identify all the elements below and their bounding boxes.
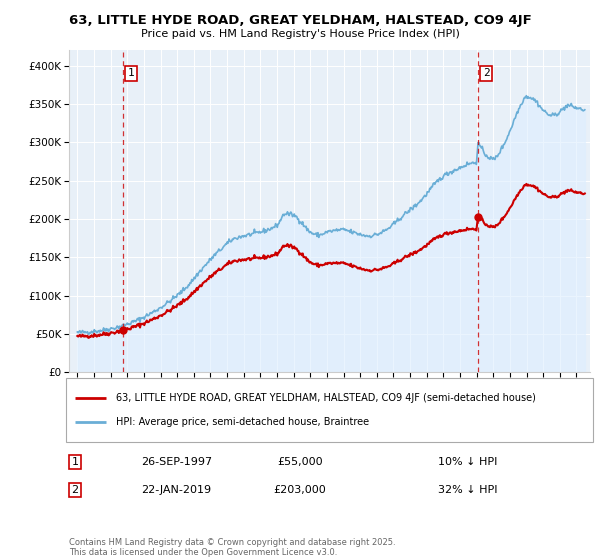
Text: Contains HM Land Registry data © Crown copyright and database right 2025.
This d: Contains HM Land Registry data © Crown c… [69,538,395,557]
Text: 32% ↓ HPI: 32% ↓ HPI [438,485,497,495]
Text: 2: 2 [71,485,79,495]
Text: 1: 1 [71,457,79,467]
Text: 26-SEP-1997: 26-SEP-1997 [141,457,212,467]
Text: 22-JAN-2019: 22-JAN-2019 [141,485,211,495]
Text: 63, LITTLE HYDE ROAD, GREAT YELDHAM, HALSTEAD, CO9 4JF: 63, LITTLE HYDE ROAD, GREAT YELDHAM, HAL… [68,14,532,27]
Text: £203,000: £203,000 [274,485,326,495]
Text: £55,000: £55,000 [277,457,323,467]
Text: 63, LITTLE HYDE ROAD, GREAT YELDHAM, HALSTEAD, CO9 4JF (semi-detached house): 63, LITTLE HYDE ROAD, GREAT YELDHAM, HAL… [116,394,536,404]
Text: 10% ↓ HPI: 10% ↓ HPI [438,457,497,467]
Text: HPI: Average price, semi-detached house, Braintree: HPI: Average price, semi-detached house,… [116,417,369,427]
Text: 2: 2 [482,68,490,78]
Text: 1: 1 [128,68,134,78]
Text: Price paid vs. HM Land Registry's House Price Index (HPI): Price paid vs. HM Land Registry's House … [140,29,460,39]
